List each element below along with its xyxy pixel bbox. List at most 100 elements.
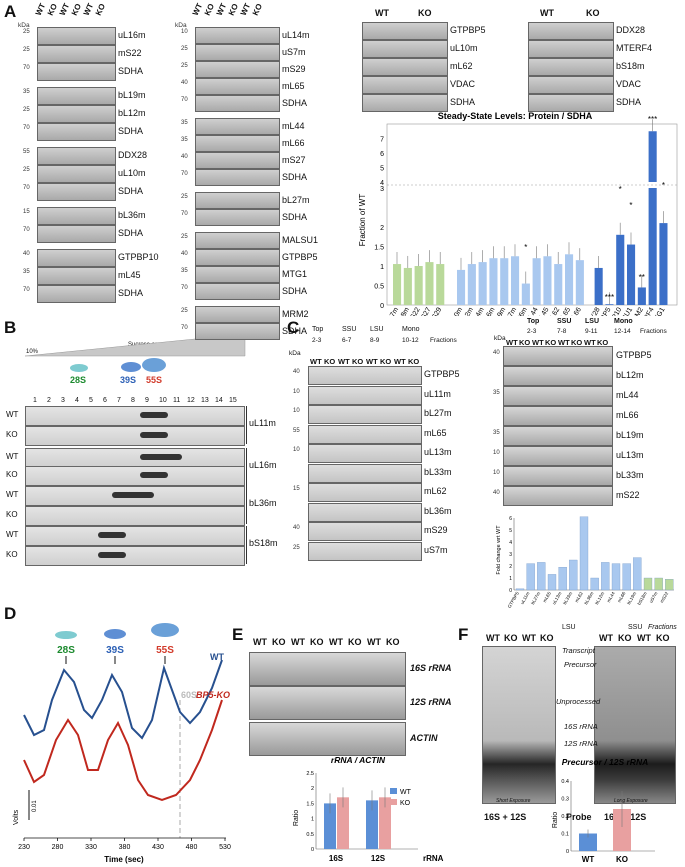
- c-right-blot-strip: [503, 426, 613, 446]
- e-lane-header: KO: [272, 637, 286, 647]
- a1-protein-label: SDHA: [118, 288, 144, 298]
- panel-letter-d: D: [4, 604, 17, 623]
- e-band-label: ACTIN: [410, 733, 438, 743]
- chart-a-bar: [467, 264, 476, 305]
- chart-c-category-label: uL11m: [519, 591, 530, 605]
- c-right-blot-strip: [503, 346, 613, 366]
- a1-protein-label: bL36m: [118, 210, 146, 220]
- b-blot-row: [25, 506, 245, 526]
- b-fraction-number: 8: [131, 397, 135, 404]
- chart-e-xlabel: rRNA: [423, 854, 444, 863]
- c-fractions-italic: Fractions: [648, 624, 677, 631]
- a1-lane-header: KO: [45, 2, 60, 18]
- chart-c-ytick: 4: [509, 540, 512, 546]
- chart-a-category-label: MRM2: [629, 306, 645, 316]
- d-xtick: 480: [186, 844, 198, 851]
- a1-mw-marker: 25: [23, 107, 30, 113]
- chart-e-ytick: 0: [311, 847, 314, 853]
- b-blot-row: [25, 466, 245, 486]
- chart-c-bar: [601, 562, 610, 591]
- a-top2-blot-strip: [528, 58, 614, 76]
- a2-mw-marker: 40: [181, 154, 188, 160]
- b-band: [98, 532, 126, 538]
- chart-a-bar: [425, 262, 434, 305]
- c-right-range: 9-11: [585, 328, 598, 335]
- f-long-exposure-blot: [594, 646, 676, 804]
- a2-protein-label: SDHA: [282, 286, 308, 296]
- a1-protein-label: mL45: [118, 270, 141, 280]
- b-28s: 28S: [70, 375, 87, 385]
- chart-a-bar: [393, 264, 402, 305]
- c-right-blot-strip: [503, 486, 613, 506]
- a1-lane-header: WT: [81, 1, 96, 18]
- c-left-lane: KO: [352, 357, 364, 366]
- a-top2-blot-strip: [528, 94, 614, 112]
- chart-a-category-label: bL12m: [458, 306, 475, 316]
- a-top1-label: VDAC: [450, 79, 476, 89]
- d-xtick: 330: [85, 844, 97, 851]
- a2-mw-marker: 25: [181, 194, 188, 200]
- chart-f-category: WT: [582, 855, 595, 864]
- chart-c-bar: [537, 562, 546, 591]
- e-blot-strip: [249, 722, 406, 756]
- c-right-lane: WT: [532, 338, 544, 347]
- c-left-fractions: Fractions: [430, 337, 457, 344]
- d-55s-label: 55S: [156, 645, 174, 656]
- f-right-lane: KO: [618, 633, 632, 643]
- c-left-mw: 15: [293, 486, 300, 492]
- a2-blot-strip: [195, 192, 280, 209]
- a2-mw-marker: 70: [181, 325, 188, 331]
- b-blot-row: [25, 406, 245, 426]
- c-left-range: 10-12: [402, 337, 419, 344]
- chart-c-category-label: mL66: [617, 591, 627, 604]
- a2-blot-strip: [195, 306, 280, 323]
- d-xtick: 230: [18, 844, 30, 851]
- c-right-fractions: Fractions: [640, 328, 667, 335]
- a2-mw-marker: 10: [181, 29, 188, 35]
- chart-e-legend-ko: KO: [400, 800, 411, 807]
- e-lane-header: WT: [291, 637, 305, 647]
- c-left-mw: 40: [293, 525, 300, 531]
- a1-mw-marker: 40: [23, 251, 30, 257]
- chart-f-category: KO: [616, 855, 628, 864]
- c-left-label: mS29: [424, 525, 448, 535]
- a2-mw-marker: 70: [181, 211, 188, 217]
- chart-c-bar: [622, 563, 631, 591]
- d-xtick: 530: [219, 844, 231, 851]
- b-band: [112, 492, 154, 498]
- c-right-group: Top: [527, 318, 540, 325]
- chart-a-category-label: uL16m: [480, 306, 497, 316]
- a1-protein-label: GTPBP10: [118, 252, 159, 262]
- b-bracket: [246, 448, 247, 486]
- chart-f-bar: [613, 809, 631, 851]
- chart-a-ytick: 0: [380, 303, 384, 310]
- c-left-label: uL13m: [424, 447, 452, 457]
- b-protein-label: uL16m: [249, 460, 277, 470]
- b-row-label: WT: [6, 410, 19, 419]
- b-blot-row: [25, 526, 245, 546]
- a1-mw-marker: 25: [23, 47, 30, 53]
- c-left-range: 8-9: [370, 337, 380, 344]
- a2-blot-strip: [195, 232, 280, 249]
- a-top2-label: VDAC: [616, 79, 642, 89]
- a1-blot-strip: [37, 183, 116, 201]
- a2-mw-marker: 25: [181, 308, 188, 314]
- c-right-lane: WT: [558, 338, 570, 347]
- chart-a-category-label: mL66: [568, 306, 583, 316]
- chart-a-category-label: bL19m: [491, 306, 508, 316]
- c-right-label: mS22: [616, 490, 640, 500]
- chart-a-bar: [659, 223, 668, 305]
- a1-protein-label: DDX28: [118, 150, 148, 160]
- a2-blot-strip: [195, 323, 280, 340]
- d-39s-label: 39S: [106, 645, 124, 656]
- a2-protein-label: MTG1: [282, 269, 308, 279]
- chart-a-significance: *: [629, 201, 632, 210]
- chart-a-bar: [565, 254, 574, 305]
- c-left-lane: WT: [366, 357, 378, 366]
- a-top1-wt: WT: [375, 8, 389, 18]
- f-short-exposure-blot: [482, 646, 556, 804]
- c-right-blot-strip: [503, 466, 613, 486]
- c-right-blot-strip: [503, 406, 613, 426]
- chart-e-category: 12S: [371, 854, 386, 863]
- b-fraction-number: 3: [61, 397, 65, 404]
